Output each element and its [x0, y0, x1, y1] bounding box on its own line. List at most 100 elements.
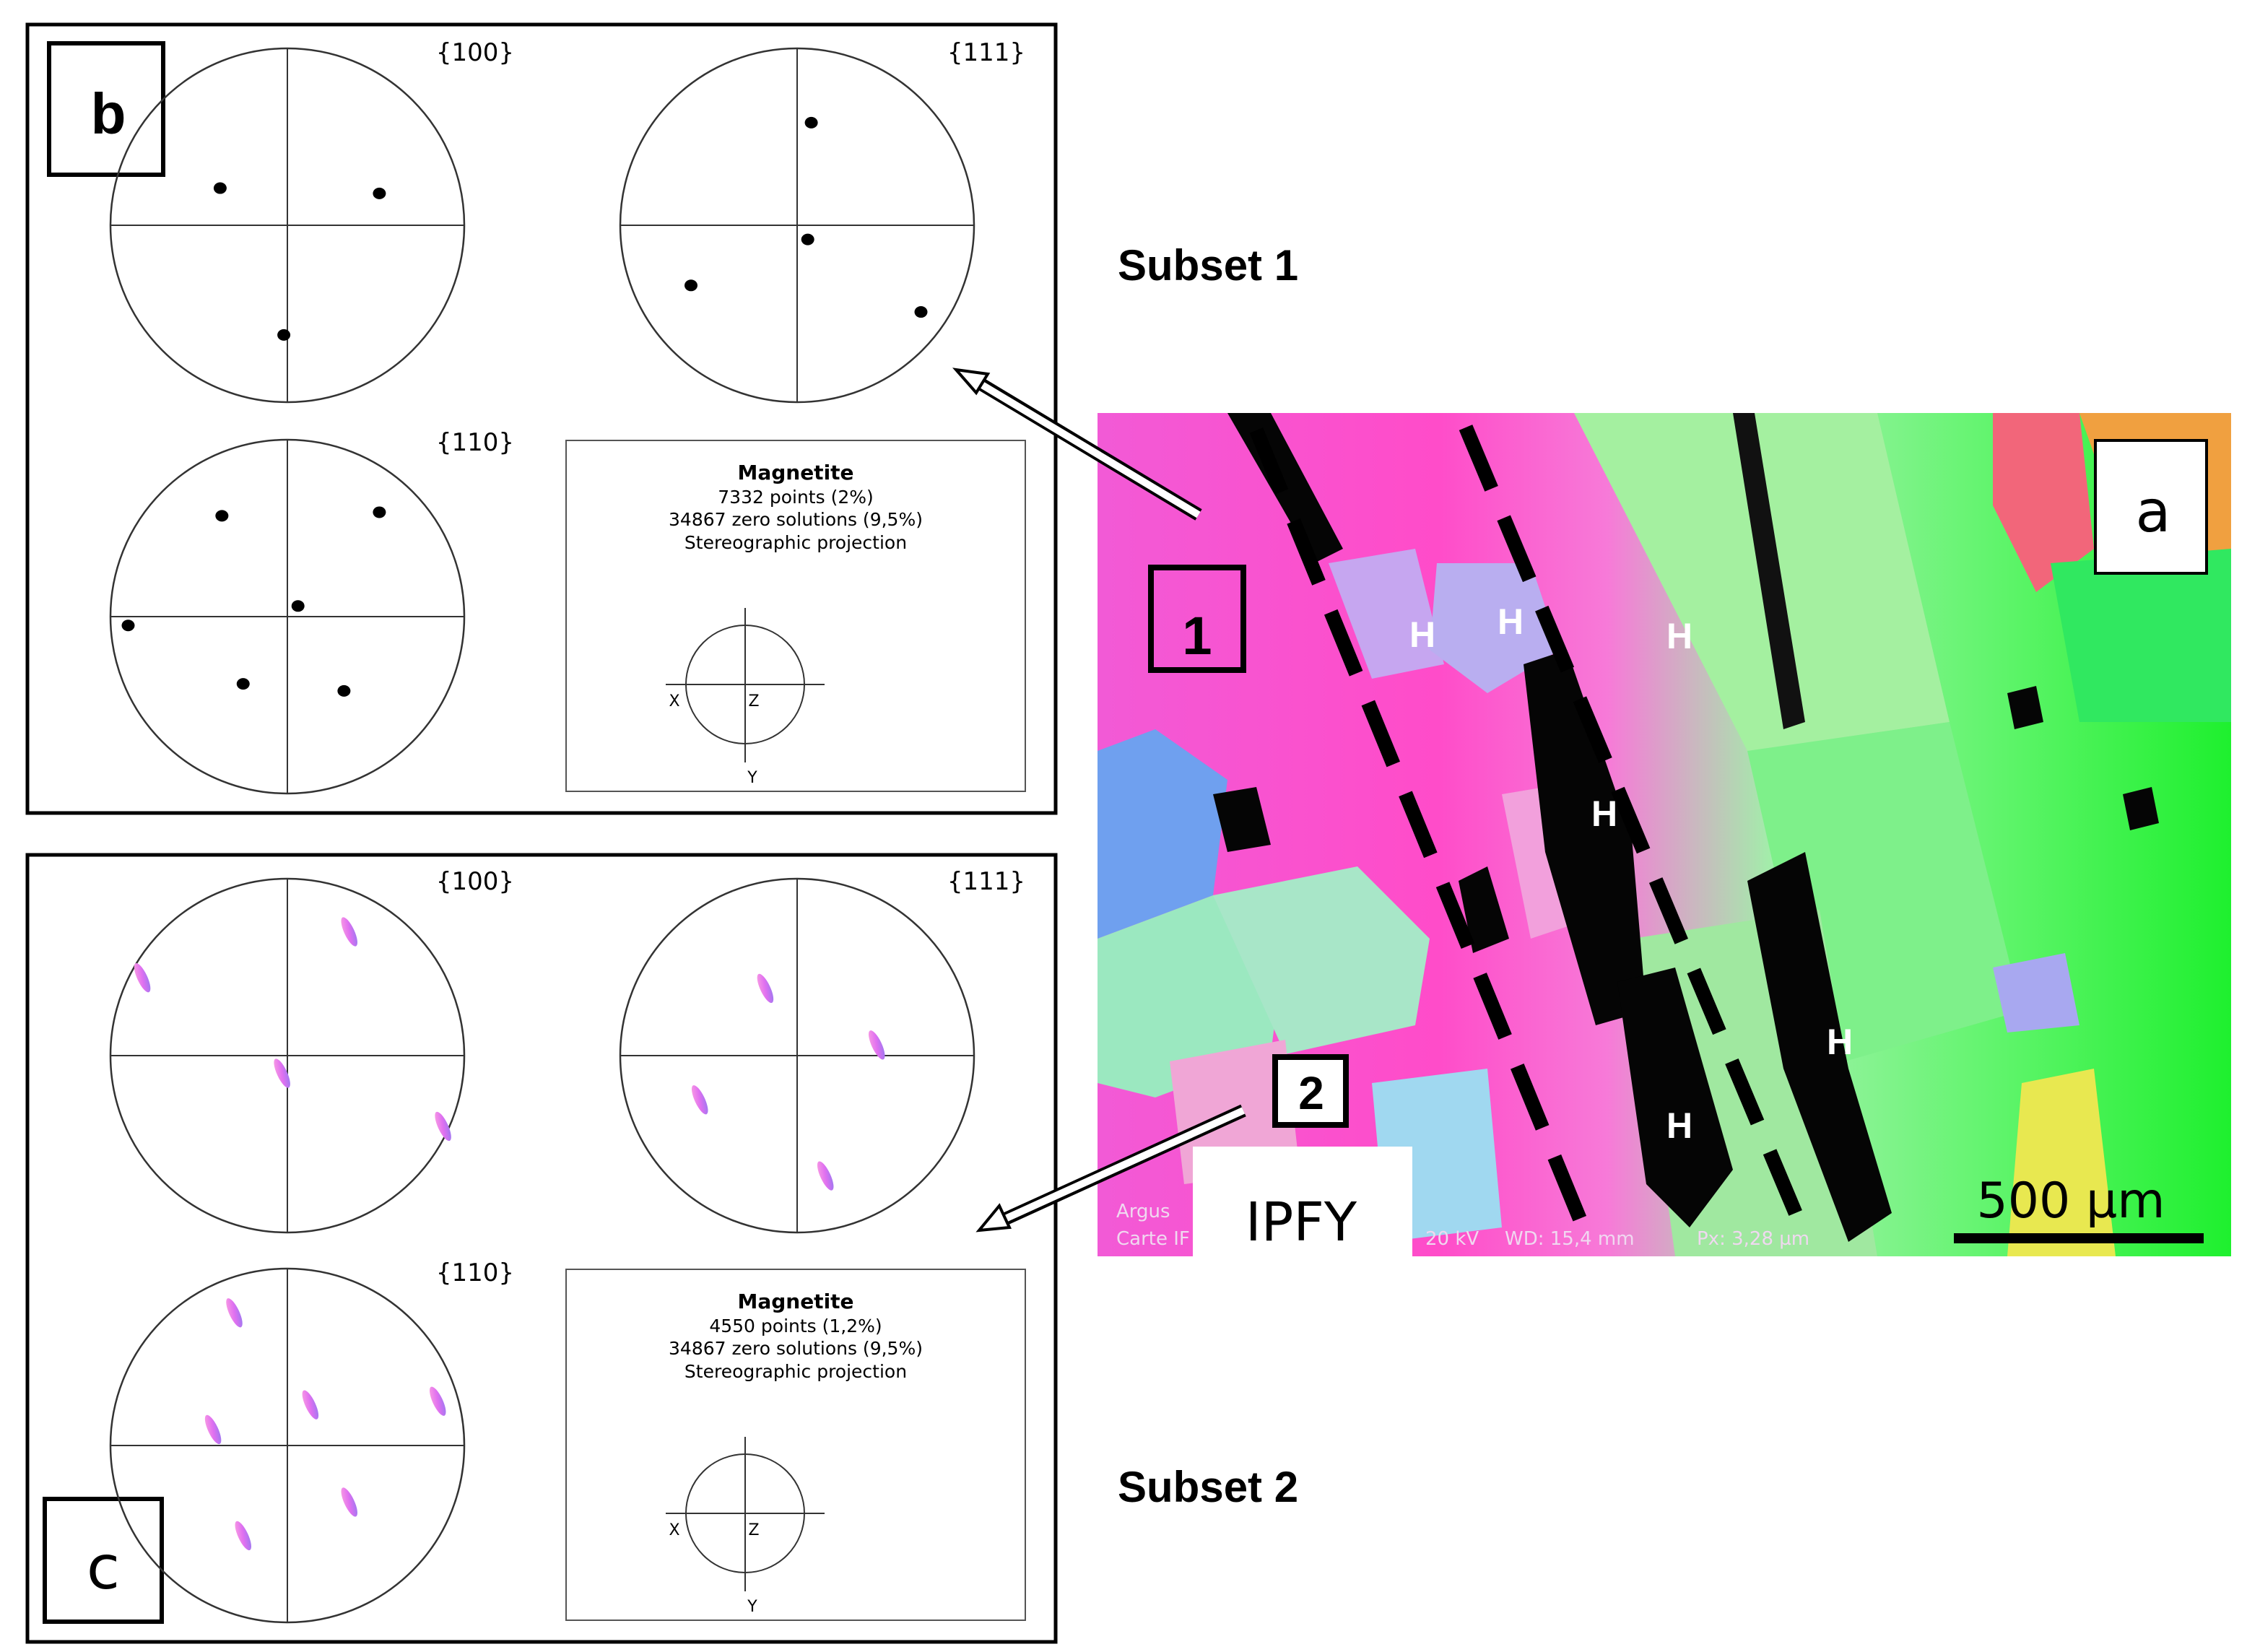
axes-glyph: X Z Y [666, 1437, 825, 1616]
pole-spot [134, 963, 151, 993]
region-1-label: 1 [1182, 606, 1212, 666]
panel-b-tag-box [47, 41, 165, 177]
pole-spot-group [204, 1298, 446, 1551]
void-boundary-2 [1733, 413, 1805, 729]
pole-spot-group [134, 917, 451, 1142]
axis-y-label: Y [747, 1598, 757, 1616]
ipf-label-box [1193, 1147, 1412, 1256]
pole-spot-group [684, 116, 928, 318]
pole-spot [215, 510, 229, 522]
pole-spot [291, 600, 305, 612]
axes-glyph: X Z Y [666, 608, 825, 787]
panel-b: b {100} {111} {110} Magnetite 7332 point [25, 22, 1058, 815]
pole-spot [868, 1030, 885, 1060]
pole-spot [204, 1414, 222, 1445]
region-2-box [1272, 1054, 1349, 1128]
arrow-head [952, 368, 991, 396]
pole-spot-group [691, 973, 885, 1191]
grain-lilac [1329, 549, 1444, 679]
pole-figure-label: {110} [436, 1258, 514, 1287]
pole-spot [302, 1390, 319, 1420]
panel-c-tag-box [43, 1497, 164, 1624]
pole-figure-c-111: {111} [619, 867, 1025, 1234]
panel-c-tag: c [87, 1532, 120, 1603]
grain-red [1993, 413, 2094, 592]
pole-spot-group [121, 506, 386, 697]
pole-spot [226, 1298, 243, 1328]
pole-figure-b-111: {111} [619, 38, 1025, 404]
h-label: H [1498, 601, 1524, 642]
pole-spot [337, 684, 351, 697]
pole-spot [914, 306, 928, 318]
pole-spot [277, 329, 291, 341]
void-small-2 [1459, 866, 1509, 953]
axis-x-label: X [669, 1521, 679, 1539]
pole-figure-c-110: {110} [109, 1258, 514, 1624]
h-label: H [1666, 1105, 1692, 1146]
region-2-label: 2 [1298, 1067, 1324, 1119]
panel-b-tag: b [91, 82, 126, 146]
void-hematite-1 [1524, 650, 1646, 1025]
h-label: H [1666, 616, 1692, 656]
grain-yellow [2007, 1069, 2116, 1256]
pole-spot [804, 116, 818, 129]
region-1-box [1148, 565, 1246, 673]
pole-spot-group [213, 182, 386, 341]
pole-spot [684, 279, 697, 292]
axis-y-label: Y [747, 769, 757, 787]
pole-spot [817, 1161, 834, 1191]
pole-figure-label: {111} [947, 38, 1025, 67]
void-hematite-2 [1617, 968, 1733, 1227]
orientation-map: H H H H H H 1 2 a Argus Carte IF 20 kV W… [1098, 413, 2231, 1256]
pole-spot [121, 620, 135, 632]
info-points: 4550 points (1,2%) [709, 1316, 882, 1336]
pole-figure-label: {111} [947, 867, 1025, 896]
info-points: 7332 points (2%) [718, 487, 873, 508]
info-phase: Magnetite [737, 461, 853, 484]
pole-spot [341, 1487, 358, 1517]
grain-blue [1098, 729, 1227, 939]
footer-fragment: Px: 3,28 µm [1697, 1228, 1809, 1250]
pole-spot [341, 917, 358, 947]
info-zero-solutions: 34867 zero solutions (9,5%) [669, 1338, 923, 1359]
footer-fragment: WD: 15,4 mm [1505, 1228, 1635, 1250]
arrow-shaft-fill [1001, 1107, 1246, 1223]
pole-spot [429, 1386, 446, 1416]
subset-1-label: Subset 1 [1118, 241, 1298, 290]
axis-x-label: X [669, 692, 679, 710]
pole-figure-b-100: {100} [109, 38, 514, 404]
pole-figure-label: {100} [436, 867, 514, 896]
h-label: H [1591, 794, 1617, 834]
footer-fragment: Carte IF [1116, 1228, 1190, 1250]
pole-figure-label: {110} [436, 428, 514, 457]
grain-lavender [1993, 953, 2079, 1032]
info-box-c: Magnetite 4550 points (1,2%) 34867 zero … [565, 1269, 1026, 1621]
grain-lilac-2 [1430, 563, 1560, 693]
axis-z-label: Z [748, 1521, 759, 1539]
h-label: H [1409, 614, 1435, 655]
dashed-boundary-2 [1459, 425, 1805, 1222]
map-image [1098, 413, 2231, 1256]
pole-spot [235, 1521, 252, 1551]
ipf-label: IPFY [1246, 1191, 1357, 1253]
info-phase: Magnetite [737, 1290, 853, 1313]
axis-z-label: Z [748, 692, 759, 710]
info-box-frame [565, 440, 1026, 792]
void-small-4 [2123, 787, 2159, 830]
panel-a-tag: a [2135, 478, 2170, 545]
h-label: H [1827, 1022, 1853, 1062]
scale-bar [1954, 1233, 2204, 1243]
pole-spot [691, 1085, 708, 1115]
arrow-head [975, 1203, 1012, 1233]
info-box-b: Magnetite 7332 points (2%) 34867 zero so… [565, 440, 1026, 792]
void-small-3 [2007, 686, 2043, 729]
panel-a-tag-box [2094, 439, 2208, 575]
arrow-shaft-fill [973, 377, 1201, 518]
pole-figure-label: {100} [436, 38, 514, 67]
pole-spot [757, 973, 774, 1004]
panel-c: c {100} {111} {110} Magnetite 4550 point [25, 853, 1058, 1644]
pole-spot [236, 678, 250, 690]
pole-spot [213, 182, 227, 194]
pole-spot [373, 187, 386, 199]
arrow-subset-2 [975, 1104, 1246, 1233]
